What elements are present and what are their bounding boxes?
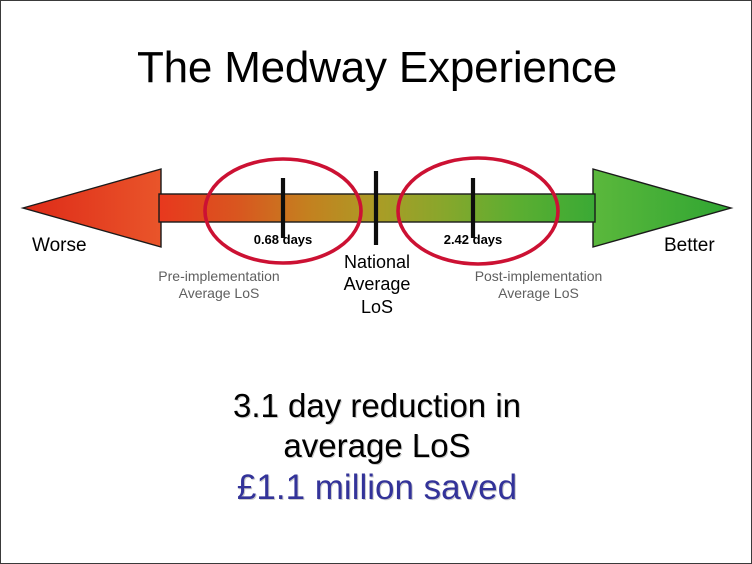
- caption-national-average: National Average LoS: [331, 251, 423, 318]
- caption-pre-line2: Average LoS: [178, 285, 260, 302]
- highlight-ellipse-post: [396, 156, 560, 266]
- bidirectional-scale-graphic: [20, 156, 734, 266]
- summary-line-1: 3.1 day reduction in: [232, 387, 522, 424]
- highlight-ellipse-pre: [203, 157, 363, 265]
- summary-block: 3.1 day reduction in average LoS £1.1 mi…: [1, 386, 751, 509]
- caption-post-line2: Average LoS: [498, 285, 579, 302]
- caption-pre-line1: Pre-implementation: [158, 268, 280, 284]
- caption-nat-line2: Average: [343, 274, 411, 295]
- caption-nat-line1: National: [343, 252, 411, 272]
- scale-end-label-better: Better: [664, 235, 715, 256]
- caption-post-line1: Post-implementation: [474, 268, 603, 284]
- value-label-post-implementation: 2.42 days: [443, 232, 503, 247]
- summary-line-2: average LoS: [283, 427, 471, 465]
- caption-nat-line3: LoS: [360, 296, 394, 317]
- caption-pre-implementation: Pre-implementation Average LoS: [144, 268, 294, 303]
- scale-end-label-worse: Worse: [32, 235, 87, 256]
- caption-post-implementation: Post-implementation Average LoS: [451, 268, 626, 303]
- summary-line-savings: £1.1 million saved: [236, 467, 518, 507]
- page-title: The Medway Experience: [136, 43, 618, 92]
- value-label-pre-implementation: 0.68 days: [253, 232, 313, 247]
